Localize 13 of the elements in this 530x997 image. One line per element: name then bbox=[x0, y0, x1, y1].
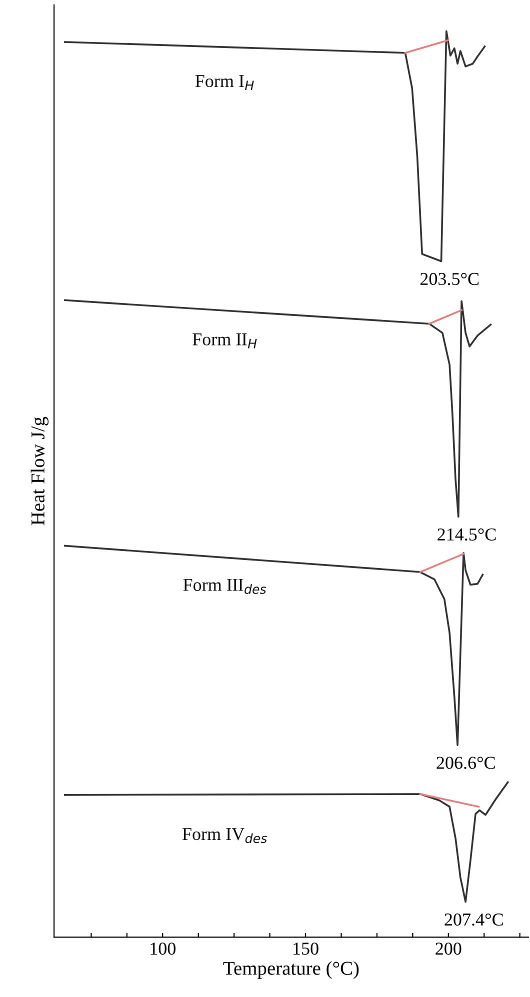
series-label: Form II$_{H}$ bbox=[192, 333, 257, 348]
series-label: Form IV$_{des}$ bbox=[182, 828, 267, 844]
x-tick-label: 100 bbox=[150, 942, 176, 955]
annotation: 207.4°C bbox=[444, 913, 503, 926]
x-tick-label: 200 bbox=[436, 942, 462, 955]
series-label: Form I$_{H}$ bbox=[195, 75, 254, 90]
x-axis-title: Temperature (°C) bbox=[223, 961, 359, 979]
y-axis-title: Heat Flow J/g bbox=[30, 416, 49, 526]
x-tick-label: 150 bbox=[294, 942, 318, 955]
annotation: 203.5°C bbox=[420, 272, 479, 286]
series-label: Form III$_{des}$ bbox=[183, 578, 266, 594]
annotation: 206.6°C bbox=[436, 756, 495, 769]
annotation: 214.5°C bbox=[438, 528, 496, 541]
